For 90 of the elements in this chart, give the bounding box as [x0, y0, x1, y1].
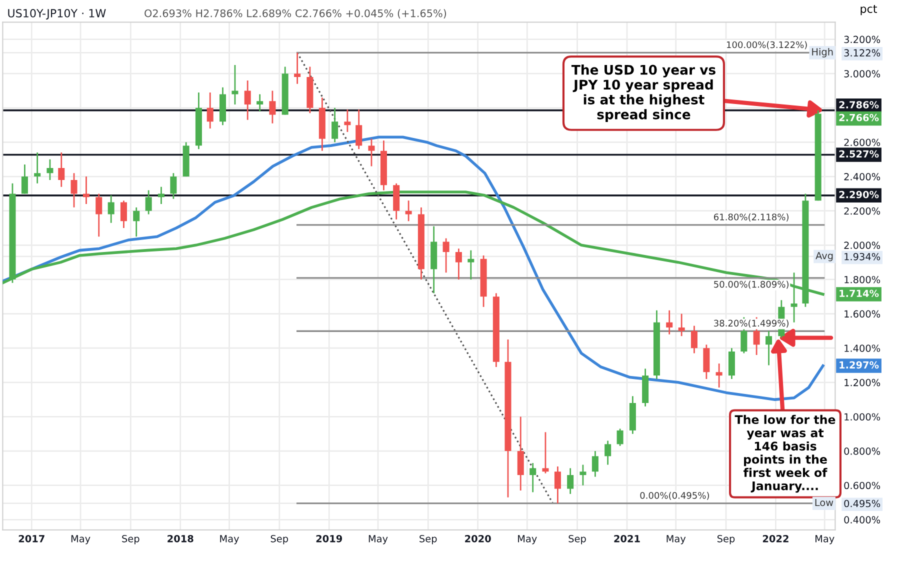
y-tick-label: 1.000%	[844, 413, 880, 421]
x-tick-label: Sep	[568, 534, 586, 544]
candlestick	[368, 138, 375, 167]
candlestick	[58, 152, 65, 188]
annotation: 100.00%(3.122%)	[726, 41, 807, 50]
candlestick	[678, 313, 685, 337]
annotation: 50.00%(1.809%)	[714, 280, 788, 289]
x-tick-label: May	[71, 535, 90, 544]
y-tick-label: 0.400%	[844, 516, 880, 524]
x-tick-label: 2019	[316, 534, 342, 542]
candlestick	[616, 428, 624, 447]
candlestick	[120, 200, 127, 229]
x-tick-label: 2022	[762, 534, 788, 542]
candlestick	[530, 462, 536, 493]
candlestick	[34, 152, 41, 184]
ref-line-label: 2.786%	[839, 101, 879, 108]
candlestick	[442, 238, 450, 274]
x-tick-label: 2020	[465, 534, 491, 542]
y-tick-label: 2.000%	[844, 242, 880, 249]
candlestick	[108, 194, 114, 224]
candlestick	[256, 94, 264, 112]
candlestick	[145, 190, 152, 215]
candlestick	[356, 108, 362, 150]
chart-title: US10Y-JP10Y · 1W	[8, 9, 106, 20]
y-tick-label: 3.200%	[844, 36, 880, 44]
y-tick-label: 2.400%	[844, 173, 880, 180]
candlestick	[332, 107, 338, 143]
x-tick-label: Sep	[717, 534, 735, 544]
annotation: 1.297%	[840, 361, 879, 369]
candlestick	[666, 310, 673, 336]
candlestick	[554, 466, 561, 504]
x-tick-label: 2017	[18, 534, 44, 542]
candlestick	[405, 200, 412, 222]
candlestick	[567, 467, 574, 495]
y-tick-label: 0.800%	[844, 448, 880, 455]
y-tick-label: 1.200%	[844, 378, 880, 386]
candlestick	[21, 164, 28, 194]
annotation: 38.20%(1.499%)	[714, 320, 788, 328]
y-tick-label: 0.495%	[844, 500, 880, 508]
x-tick-label: Sep	[420, 534, 437, 544]
candlestick	[206, 92, 214, 130]
candlestick	[70, 172, 78, 208]
x-tick-label: May	[368, 535, 388, 544]
chart-subtitle: O2.693% H2.786% L2.689% C2.766% +0.045% (+1.65%)	[144, 9, 446, 18]
candlestick	[133, 206, 140, 238]
x-tick-label: May	[666, 535, 686, 544]
y-tick-label: 1.600%	[844, 310, 880, 318]
y-tick-label: 1.934%	[844, 252, 880, 260]
annotation: 1.714%	[840, 290, 879, 298]
candlestick	[604, 440, 612, 466]
y-tick-label: 0.600%	[844, 482, 880, 490]
candlestick	[344, 108, 351, 133]
candlestick	[269, 90, 276, 124]
x-tick-label: 2018	[168, 534, 194, 542]
annotation: The USD 10 year vs JPY 10 year spread is at the highest spread since	[571, 64, 716, 122]
candlestick	[82, 176, 90, 205]
y-tick-label: 3.122%	[844, 49, 880, 57]
candlestick	[766, 330, 772, 366]
candlestick	[244, 80, 251, 121]
x-tick-label: May	[518, 535, 537, 544]
candlestick	[158, 186, 164, 205]
x-tick-label: 2021	[614, 534, 640, 542]
y-tick-label: 2.600%	[844, 138, 880, 146]
x-tick-label: May	[816, 535, 834, 544]
candlestick	[170, 172, 177, 200]
annotation: 0.00%(0.495%)	[640, 492, 709, 500]
annotation: Avg	[816, 252, 833, 262]
candlestick	[542, 431, 549, 474]
y-tick-label: 2.200%	[844, 207, 880, 215]
ref-line-label: 2.290%	[839, 190, 879, 198]
annotation: 61.80%(2.118%)	[714, 213, 788, 222]
x-tick-label: Sep	[122, 534, 140, 544]
candlestick	[46, 158, 54, 181]
candlestick	[468, 250, 474, 280]
candlestick	[96, 193, 102, 238]
y-axis-title: pct	[860, 5, 877, 16]
y-tick-label: 1.400%	[844, 344, 880, 352]
x-tick-label: May	[220, 535, 240, 544]
ref-line-label: 2.527%	[839, 150, 879, 158]
candlestick	[716, 362, 722, 388]
x-tick-label: Sep	[270, 534, 288, 544]
candlestick	[592, 450, 598, 478]
candlestick	[690, 325, 698, 354]
candlestick	[455, 248, 462, 280]
y-tick-label: 1.800%	[844, 276, 880, 284]
annotation: 2.766%	[839, 114, 879, 122]
y-tick-label: 3.000%	[844, 70, 880, 78]
candlestick	[580, 464, 586, 486]
annotation: The low for the year was at 146 basis points in the first week of January....	[734, 414, 836, 493]
candlestick	[294, 52, 301, 85]
